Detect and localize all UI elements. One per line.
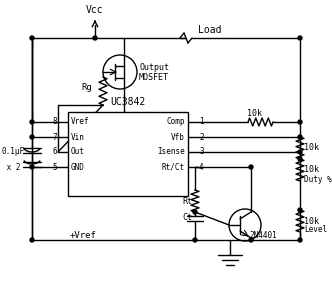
Bar xyxy=(68,112,188,196)
Circle shape xyxy=(193,238,197,242)
Circle shape xyxy=(30,36,34,40)
Text: 5: 5 xyxy=(52,162,57,171)
Circle shape xyxy=(298,150,302,154)
Text: 2N4401: 2N4401 xyxy=(249,230,277,239)
Text: 10k: 10k xyxy=(304,217,319,225)
Text: Vcc: Vcc xyxy=(86,5,104,15)
Text: +Vref: +Vref xyxy=(70,230,97,239)
Circle shape xyxy=(298,238,302,242)
Text: Load: Load xyxy=(198,25,222,35)
Text: Vfb: Vfb xyxy=(171,132,185,141)
Text: 1: 1 xyxy=(199,118,204,127)
Text: Duty %: Duty % xyxy=(304,175,332,184)
Text: 6: 6 xyxy=(52,148,57,157)
Text: MOSFET: MOSFET xyxy=(139,72,169,81)
Circle shape xyxy=(30,135,34,139)
Text: 0.1µF: 0.1µF xyxy=(2,146,25,156)
Circle shape xyxy=(298,157,302,161)
Text: UC3842: UC3842 xyxy=(110,97,146,107)
Text: Rg: Rg xyxy=(82,83,92,91)
Circle shape xyxy=(249,238,253,242)
Text: 4: 4 xyxy=(199,162,204,171)
Circle shape xyxy=(30,165,34,169)
Text: Rt/Ct: Rt/Ct xyxy=(162,162,185,171)
Text: x 2: x 2 xyxy=(2,162,21,171)
Text: Out: Out xyxy=(71,148,85,157)
Text: Isense: Isense xyxy=(157,148,185,157)
Circle shape xyxy=(30,120,34,124)
Text: Level: Level xyxy=(304,225,327,235)
Text: 10k: 10k xyxy=(304,165,319,175)
Text: 7: 7 xyxy=(52,132,57,141)
Circle shape xyxy=(298,36,302,40)
Circle shape xyxy=(298,120,302,124)
Circle shape xyxy=(193,210,197,214)
Text: Ct: Ct xyxy=(182,214,192,222)
Text: Rt: Rt xyxy=(182,197,192,206)
Circle shape xyxy=(298,135,302,139)
Text: Vref: Vref xyxy=(71,118,90,127)
Text: Vin: Vin xyxy=(71,132,85,141)
Text: 8: 8 xyxy=(52,118,57,127)
Circle shape xyxy=(249,165,253,169)
Text: 3: 3 xyxy=(199,148,204,157)
Text: Output: Output xyxy=(139,62,169,72)
Circle shape xyxy=(93,36,97,40)
Text: GND: GND xyxy=(71,162,85,171)
Text: Comp: Comp xyxy=(167,118,185,127)
Text: 10k: 10k xyxy=(304,143,319,152)
Text: 2: 2 xyxy=(199,132,204,141)
Circle shape xyxy=(30,238,34,242)
Circle shape xyxy=(298,208,302,212)
Text: 10k: 10k xyxy=(247,110,263,119)
